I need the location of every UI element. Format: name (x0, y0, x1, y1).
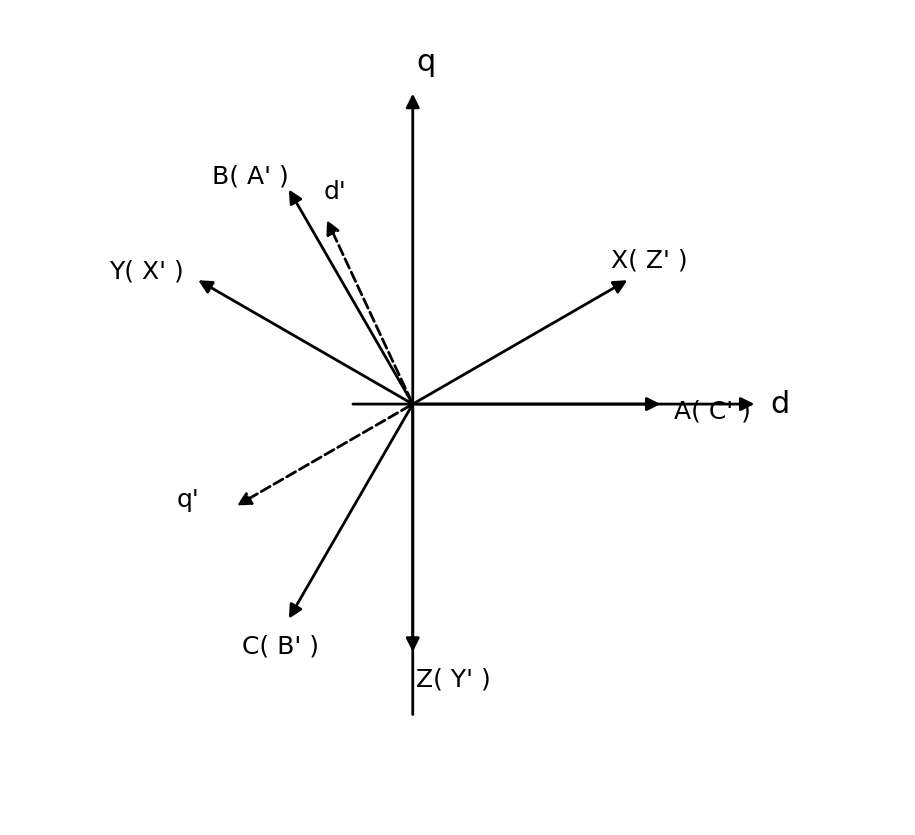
Text: A( C' ): A( C' ) (674, 399, 751, 423)
Text: Y( X' ): Y( X' ) (109, 260, 184, 284)
Text: d: d (770, 390, 790, 418)
Text: q': q' (177, 488, 199, 512)
Text: d': d' (323, 180, 346, 205)
Text: C( B' ): C( B' ) (242, 634, 318, 658)
Text: B( A' ): B( A' ) (211, 164, 288, 189)
Text: Z( Y' ): Z( Y' ) (415, 668, 490, 691)
Text: X( Z' ): X( Z' ) (611, 249, 688, 273)
Text: q: q (416, 48, 436, 78)
